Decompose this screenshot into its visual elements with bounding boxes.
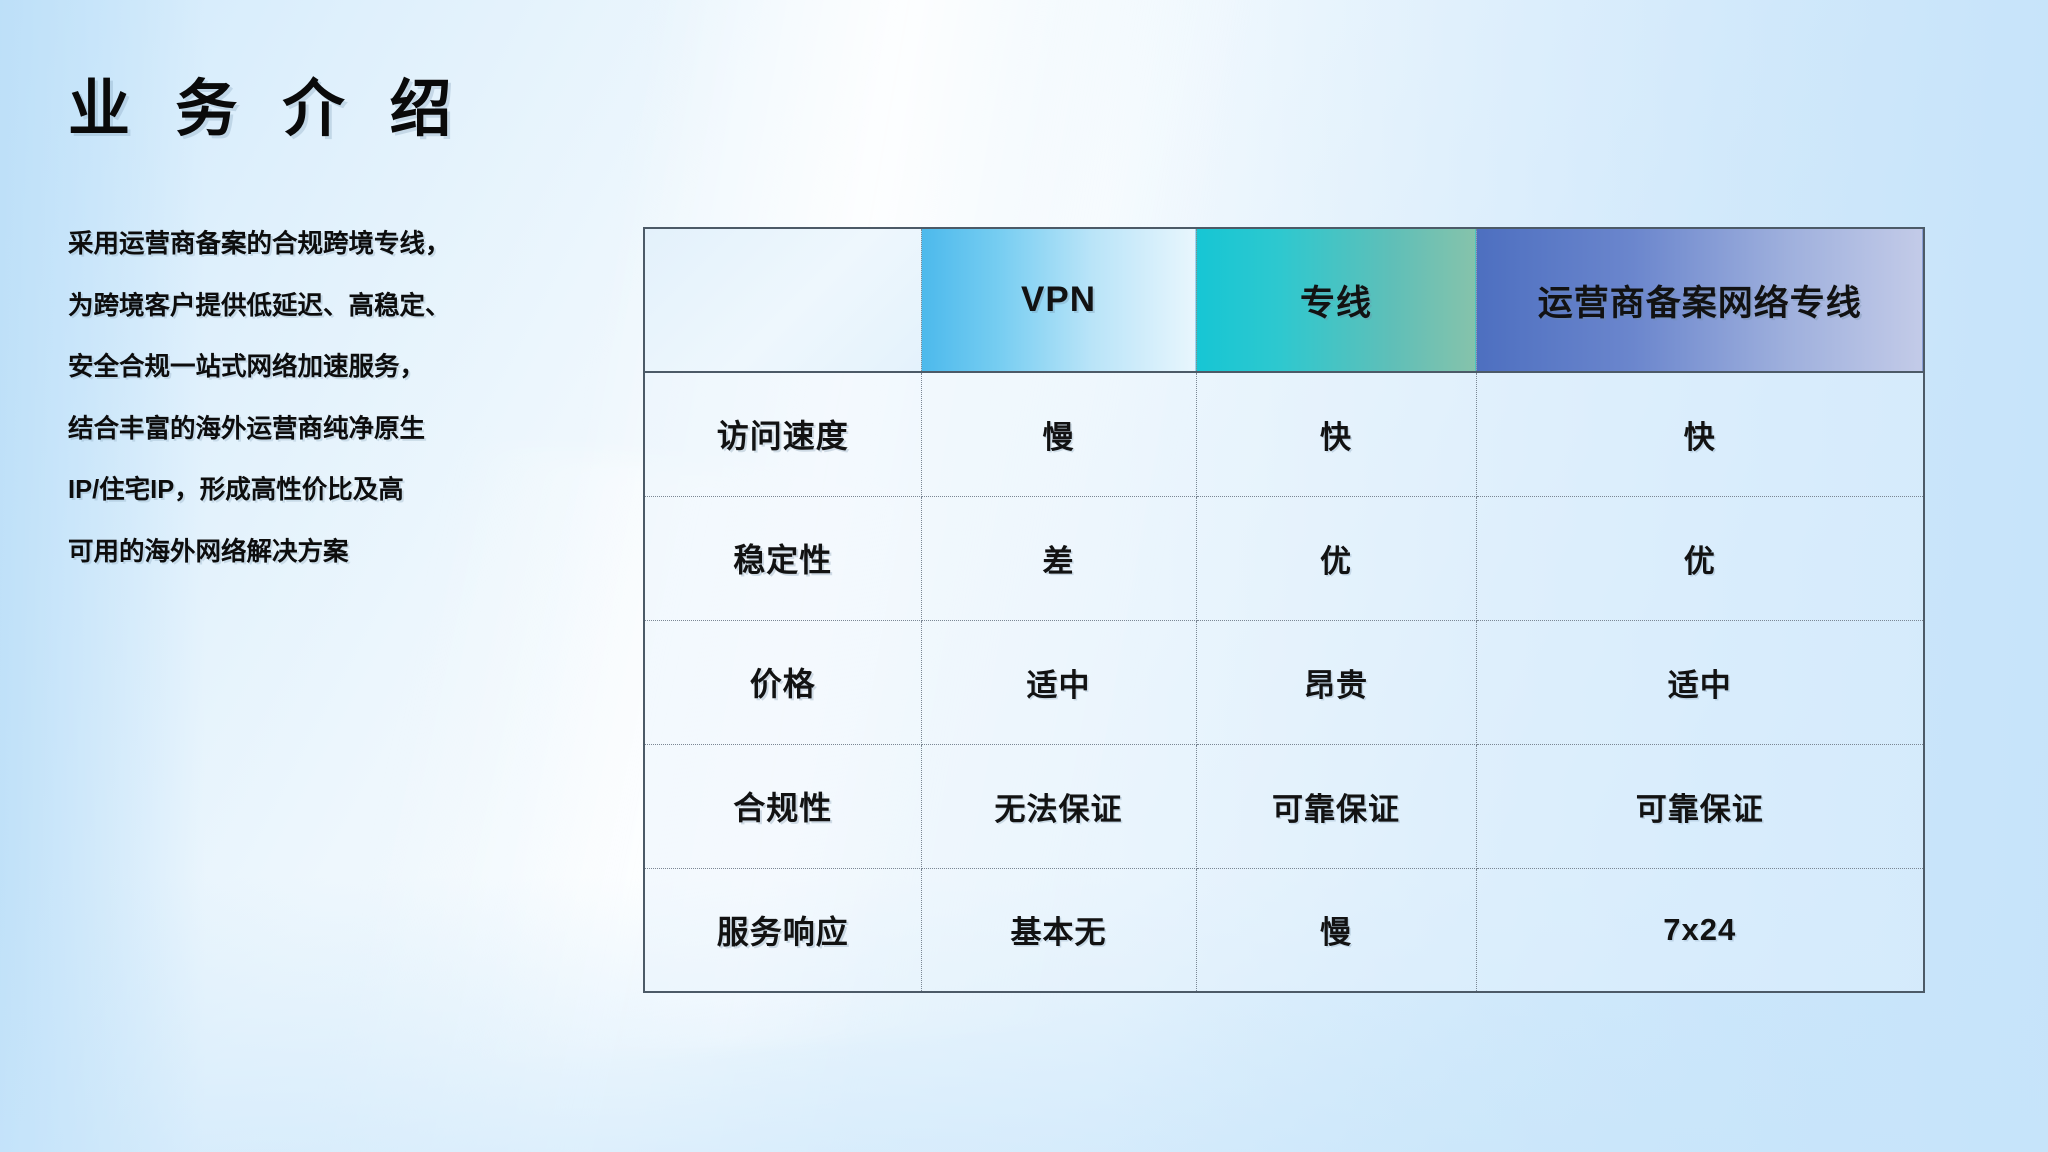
- cell-service-response-dedicated-line: 慢: [1195, 867, 1477, 993]
- lead-paragraph-line: 安全合规一站式网络加速服务，: [68, 353, 426, 381]
- column-header-vpn: VPN: [920, 228, 1197, 373]
- column-header-dedicated-line: 专线: [1195, 228, 1477, 373]
- cell-price-vpn: 适中: [920, 619, 1197, 745]
- lead-paragraph-line: 结合丰富的海外运营商纯净原生: [68, 414, 426, 443]
- cell-stability-vpn: 差: [920, 495, 1197, 621]
- cell-compliance-dedicated-line: 可靠保证: [1195, 743, 1477, 869]
- row-label-stability: 稳定性: [643, 495, 922, 621]
- cell-access-speed-vpn: 慢: [920, 371, 1197, 497]
- table-row: 合规性 无法保证 可靠保证 可靠保证: [643, 743, 1925, 869]
- cell-access-speed-dedicated-line: 快: [1195, 371, 1477, 497]
- lead-paragraph-line: 采用运营商备案的合规跨境专线，: [68, 230, 451, 258]
- lead-paragraph: 采用运营商备案的合规跨境专线， 为跨境客户提供低延迟、高稳定、 安全合规一站式网…: [68, 230, 628, 566]
- comparison-table: VPN 专线 运营商备案网络专线 访问速度 慢 快 快 稳定性 差 优 优 价格…: [643, 227, 1925, 993]
- cell-stability-isp-filed-line: 优: [1475, 495, 1925, 621]
- cell-access-speed-isp-filed-line: 快: [1475, 371, 1925, 497]
- cell-service-response-isp-filed-line: 7x24: [1475, 867, 1925, 993]
- cell-price-isp-filed-line: 适中: [1475, 619, 1925, 745]
- table-row: 访问速度 慢 快 快: [643, 371, 1925, 497]
- cell-service-response-vpn: 基本无: [920, 867, 1197, 993]
- cell-compliance-vpn: 无法保证: [920, 743, 1197, 869]
- table-row: 价格 适中 昂贵 适中: [643, 619, 1925, 745]
- row-label-compliance: 合规性: [643, 743, 922, 869]
- lead-paragraph-line: IP/住宅IP，形成高性价比及高: [68, 476, 404, 504]
- row-label-service-response: 服务响应: [643, 867, 922, 993]
- column-header-isp-filed-line: 运营商备案网络专线: [1475, 228, 1925, 373]
- cell-stability-dedicated-line: 优: [1195, 495, 1477, 621]
- table-corner-cell: [643, 227, 922, 373]
- cell-price-dedicated-line: 昂贵: [1195, 619, 1477, 745]
- row-label-price: 价格: [643, 619, 922, 745]
- table-row: 稳定性 差 优 优: [643, 495, 1925, 621]
- page-title: 业 务 介 绍: [68, 75, 466, 144]
- row-label-access-speed: 访问速度: [643, 371, 922, 497]
- table-header-row: VPN 专线 运营商备案网络专线: [643, 227, 1925, 373]
- cell-compliance-isp-filed-line: 可靠保证: [1475, 743, 1925, 869]
- table-row: 服务响应 基本无 慢 7x24: [643, 867, 1925, 993]
- lead-paragraph-line: 可用的海外网络解决方案: [68, 537, 349, 566]
- lead-paragraph-line: 为跨境客户提供低延迟、高稳定、: [68, 291, 451, 320]
